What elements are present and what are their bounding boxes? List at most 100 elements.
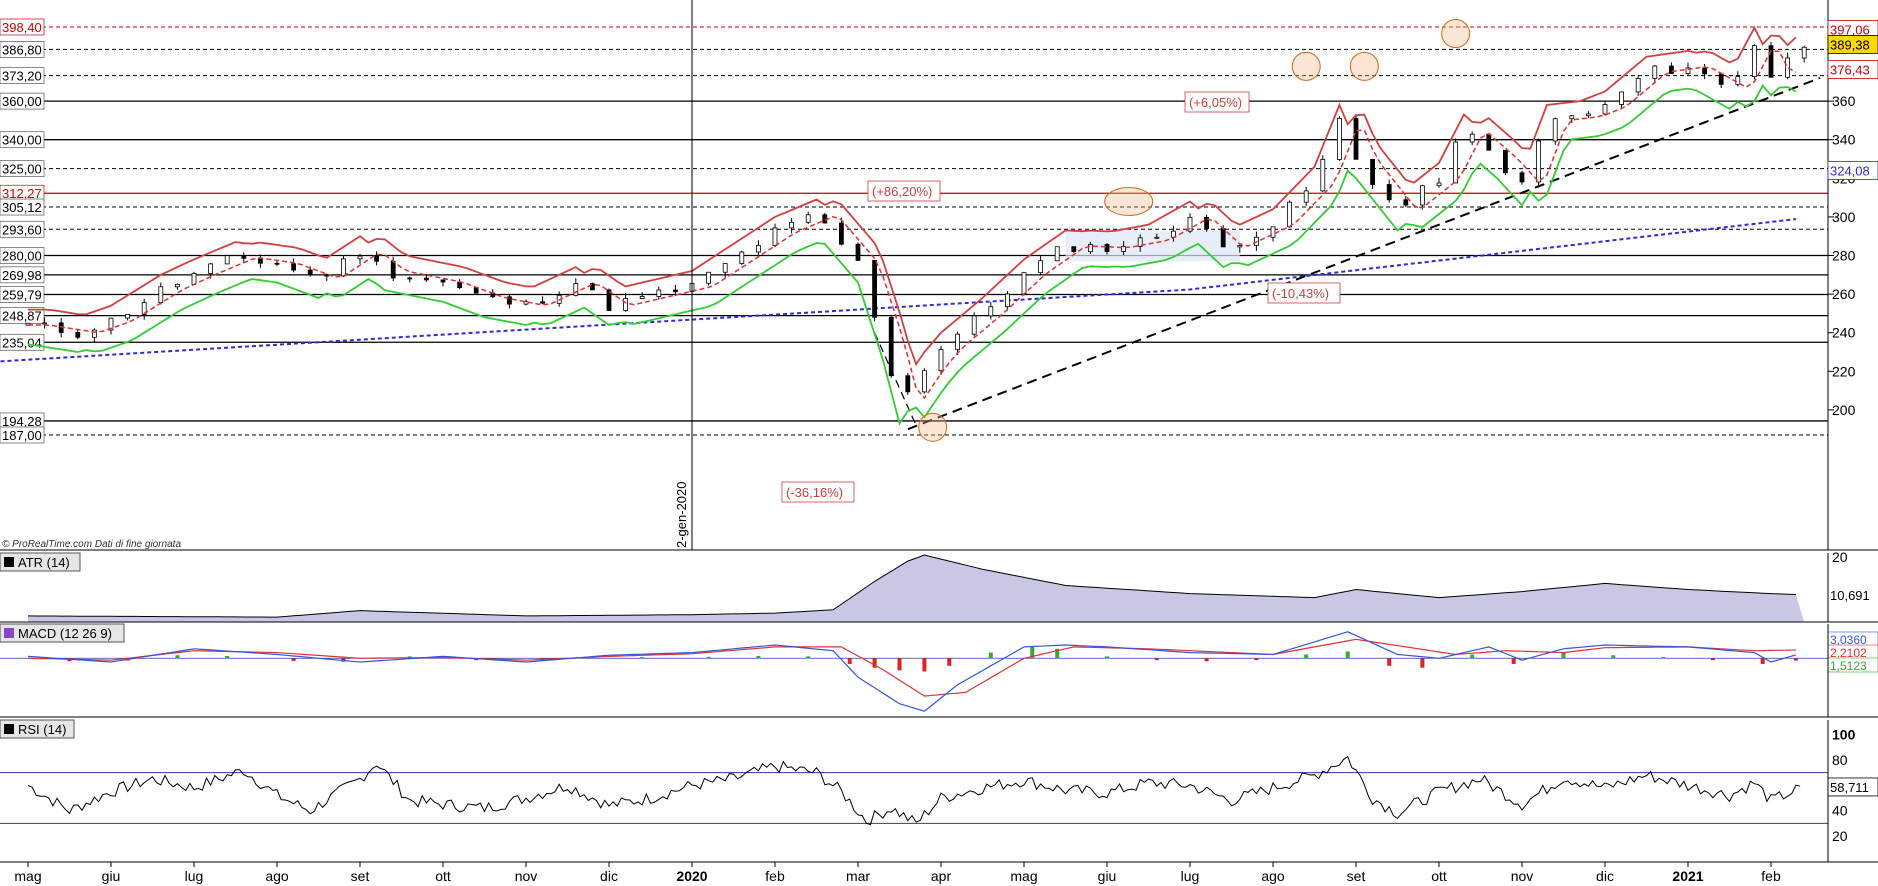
x-tick-label: lug: [1181, 868, 1200, 884]
macd-histogram-bar: [988, 652, 993, 659]
candle-body: [756, 245, 761, 253]
candle-body: [1386, 184, 1392, 201]
candle-body: [1121, 245, 1126, 252]
y-tick-label: 340: [1832, 132, 1856, 148]
level-label-box: [0, 41, 45, 58]
fast-moving-average-line: [28, 50, 1797, 400]
level-label: 269,98: [2, 268, 42, 283]
macd-histogram-bar: [1154, 658, 1159, 661]
macd-histogram-bar: [1710, 658, 1715, 661]
level-label-box: [0, 247, 45, 264]
level-label-box: [0, 426, 45, 444]
macd-histogram-bar: [1561, 652, 1566, 659]
atr-current-value: 10,691: [1830, 588, 1870, 603]
rsi-y-label: 100: [1832, 727, 1856, 743]
candle-body: [390, 260, 396, 279]
candle-body: [855, 243, 861, 261]
x-tick-label: 2020: [676, 868, 707, 884]
candle-body: [307, 269, 313, 276]
level-label: 398,40: [2, 20, 42, 35]
candle-body: [573, 283, 579, 296]
x-tick-label: lug: [185, 868, 204, 884]
macd-legend-swatch: [4, 628, 14, 638]
atr-y-label: 20: [1832, 549, 1848, 565]
percent-annotation: (+6,05%): [1189, 95, 1242, 110]
level-label-box: [0, 220, 45, 238]
candle-body: [1220, 228, 1226, 248]
x-axis: mag giu lug ago set ott nov dic 2020 feb mar apr mag…: [0, 861, 1878, 884]
x-tick-label: ott: [435, 868, 451, 884]
level-label: 373,20: [2, 69, 42, 84]
percent-annotation: (+86,20%): [872, 184, 932, 199]
macd-histogram-bar: [291, 658, 296, 661]
rsi-legend-swatch: [4, 724, 14, 734]
highlight-circle: [1291, 51, 1321, 81]
candle-body: [1370, 158, 1375, 185]
candle-body: [1785, 57, 1790, 78]
macd-value-label: 3,0360: [1830, 633, 1867, 647]
highlight-circle: [1104, 186, 1154, 216]
candle-body: [623, 298, 628, 311]
macd-title-box: [0, 623, 125, 643]
level-label-box: [0, 333, 45, 351]
candle-body: [1320, 159, 1326, 192]
macd-histogram-bar: [897, 658, 902, 671]
level-label: 248,87: [2, 309, 42, 324]
candle-body: [1187, 216, 1193, 232]
candle-body: [92, 329, 97, 338]
x-tick-label: feb: [1761, 868, 1781, 884]
candle-body: [706, 271, 711, 284]
macd-histogram-bar: [1793, 658, 1798, 661]
macd-histogram-bar: [1030, 646, 1035, 659]
candle-body: [905, 375, 911, 393]
candle-body: [1303, 190, 1309, 203]
candle-body: [1204, 216, 1209, 229]
macd-histogram-bar: [1304, 654, 1309, 659]
candle-body: [357, 255, 363, 260]
level-label-box: [0, 160, 45, 178]
macd-histogram-bar: [1254, 658, 1259, 661]
y-tick-label: 260: [1832, 286, 1856, 302]
candle-body: [805, 214, 811, 223]
macd-title: MACD (12 26 9): [18, 626, 112, 641]
candle-body: [1287, 201, 1292, 228]
x-tick-label: giu: [1098, 868, 1117, 884]
candle-body: [1453, 141, 1458, 184]
x-tick-label: ago: [265, 868, 289, 884]
candle-body: [1519, 172, 1525, 183]
level-label: 325,00: [2, 162, 42, 177]
macd-line: [27, 631, 1797, 712]
x-tick-label: giu: [102, 868, 121, 884]
candle-body: [42, 322, 47, 325]
candle-body: [1536, 140, 1541, 183]
candle-body: [888, 316, 894, 377]
candle-body: [1403, 199, 1409, 206]
candle-body: [1088, 244, 1093, 253]
atr-panel: ATR (14) 20 10,691: [0, 549, 1878, 623]
slow-moving-average-line: [0, 218, 1797, 363]
candle-body: [1137, 237, 1143, 247]
percent-annotation: (-36,16%): [786, 485, 843, 500]
candle-body: [1735, 76, 1741, 85]
percent-annotation-box: [1184, 91, 1250, 113]
current-value-label: 397,06: [1830, 23, 1870, 38]
candle-body: [540, 301, 545, 304]
support-stop-line: [27, 84, 1797, 426]
y-tick-label: 300: [1832, 209, 1856, 225]
rsi-title-box: [0, 719, 75, 739]
macd-histogram-bar: [1387, 658, 1392, 666]
level-label: 259,79: [2, 288, 42, 303]
candle-body: [1586, 113, 1591, 117]
level-label-box: [0, 198, 45, 216]
y-tick-label: 280: [1832, 248, 1856, 264]
candle-body: [158, 286, 164, 303]
candle-body: [340, 258, 346, 277]
candle-body: [291, 263, 297, 271]
candle-body: [1669, 65, 1674, 74]
level-label: 312,27: [2, 186, 42, 201]
macd-histogram-bar: [847, 658, 852, 664]
current-value-box: [1827, 60, 1878, 79]
candle-body: [274, 262, 280, 265]
macd-histogram-bar: [756, 655, 761, 659]
